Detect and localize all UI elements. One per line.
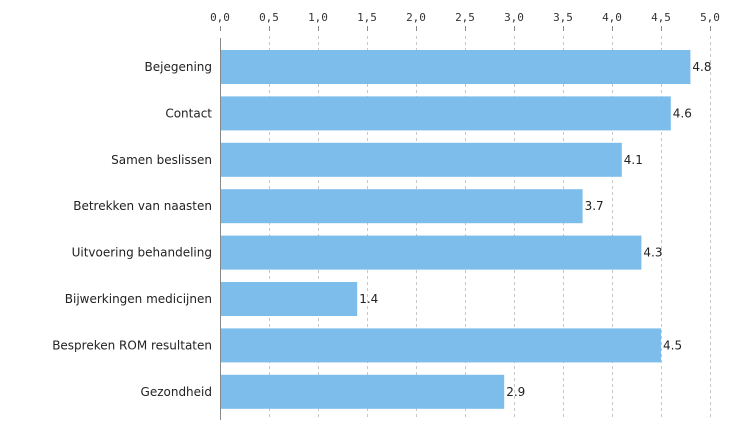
bars (221, 50, 691, 409)
x-tick-label: 4,0 (602, 11, 622, 24)
value-label: 4.5 (663, 338, 682, 352)
bar (221, 282, 358, 316)
bar (221, 50, 691, 84)
x-tick-label: 1,0 (308, 11, 328, 24)
category-label: Bespreken ROM resultaten (52, 338, 212, 352)
bar (221, 189, 583, 224)
x-tick-label: 0,0 (210, 11, 230, 24)
bar (221, 328, 661, 363)
value-label: 4.3 (643, 246, 662, 260)
category-label: Bejegening (145, 60, 213, 74)
value-label: 4.1 (624, 153, 643, 167)
category-label: Gezondheid (141, 385, 212, 399)
value-label: 1.4 (359, 292, 378, 306)
bar (221, 96, 671, 131)
category-label: Bijwerkingen medicijnen (65, 292, 212, 306)
x-tick-label: 4,5 (651, 11, 671, 24)
x-tick-label: 1,5 (357, 11, 377, 24)
category-label: Contact (165, 106, 212, 120)
x-tick-label: 2,0 (406, 11, 426, 24)
value-label: 2.9 (506, 385, 525, 399)
bar (221, 142, 622, 177)
x-tick-label: 3,0 (504, 11, 524, 24)
category-label: Betrekken van naasten (73, 199, 212, 213)
x-tick-label: 5,0 (700, 11, 720, 24)
bar (221, 235, 642, 270)
x-axis-ticks: 0,0 0,5 1,0 1,5 2,0 2,5 3,0 3,5 4,0 4,5 5,0 (210, 11, 720, 31)
value-label: 4.6 (673, 106, 692, 120)
x-tick-label: 3,5 (553, 11, 573, 24)
category-label: Samen beslissen (111, 153, 212, 167)
value-labels: 4.8 4.6 4.1 3.7 4.3 1.4 4.5 2.9 (359, 60, 711, 399)
category-labels: Bejegening Contact Samen beslissen Betrekke… (52, 60, 212, 399)
x-tick-label: 2,5 (455, 11, 475, 24)
value-label: 4.8 (692, 60, 711, 74)
bar (221, 374, 505, 409)
category-label: Uitvoering behandeling (72, 246, 212, 260)
value-label: 3.7 (585, 199, 604, 213)
x-tick-label: 0,5 (259, 11, 279, 24)
